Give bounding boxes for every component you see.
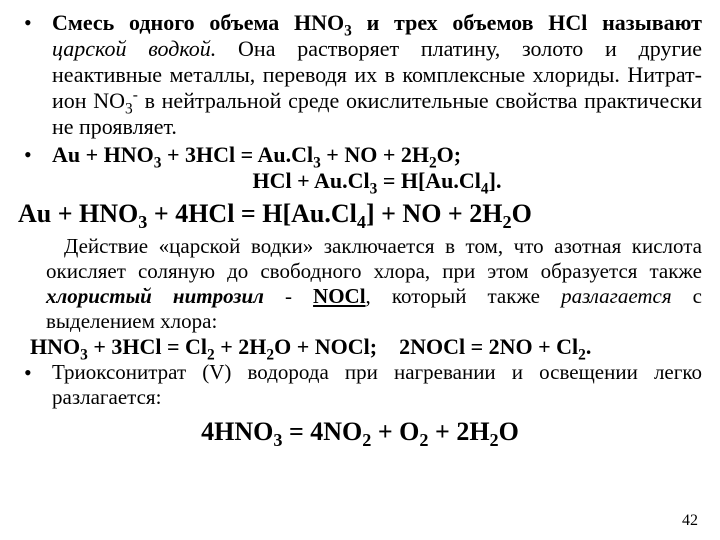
- bullet-marker: •: [18, 360, 52, 410]
- t: + 2H: [215, 334, 267, 359]
- t: ].: [489, 168, 502, 193]
- bullet-2: • Au + HNO3 + 3HCl = Au.Cl3 + NO + 2H2O;…: [18, 142, 702, 194]
- sub: 4: [357, 212, 366, 232]
- italic: царской водкой.: [52, 36, 216, 61]
- sub: 2: [490, 430, 499, 450]
- t: = H[Au.Cl: [377, 168, 481, 193]
- t: + NO + 2H: [321, 142, 429, 167]
- bullet-2-content: Au + HNO3 + 3HCl = Au.Cl3 + NO + 2H2O; H…: [52, 142, 702, 194]
- t: и трех объемов HCl называют: [352, 10, 702, 35]
- equation-3: HNO3 + 3HCl = Cl2 + 2H2O + NOCl; 2NOCl =…: [30, 334, 702, 360]
- t: HCl + Au.Cl: [253, 168, 370, 193]
- equation-1b: HCl + Au.Cl3 = H[Au.Cl4].: [52, 168, 702, 194]
- t: ] + NO + 2H: [366, 199, 503, 228]
- t: + 2H: [429, 417, 490, 446]
- t: + 4HCl = H[Au.Cl: [147, 199, 356, 228]
- sub: 3: [138, 212, 147, 232]
- formula: NOCl: [313, 284, 366, 308]
- t: Смесь одного объема HNO: [52, 10, 344, 35]
- t: O: [499, 417, 519, 446]
- t: , который также: [366, 284, 562, 308]
- bullet-1: • Смесь одного объема HNO3 и трех объемо…: [18, 10, 702, 140]
- t: + 3HCl = Cl: [88, 334, 207, 359]
- t: -: [264, 284, 313, 308]
- t: .: [586, 334, 592, 359]
- t: + 3HCl = Au.Cl: [161, 142, 313, 167]
- equation-1a: Au + HNO3 + 3HCl = Au.Cl3 + NO + 2H2O;: [52, 142, 702, 168]
- equation-2: Au + HNO3 + 4HCl = H[Au.Cl4] + NO + 2H2O: [18, 198, 702, 230]
- page-number: 42: [682, 512, 698, 530]
- equation-4: 4HNO3 = 4NO2 + O2 + 2H2O: [18, 416, 702, 448]
- sub: 2: [419, 430, 428, 450]
- t: = 4NO: [282, 417, 362, 446]
- t: в нейтральной среде окислительные свойст…: [52, 88, 702, 139]
- sub: 2: [502, 212, 511, 232]
- t: HNO: [30, 334, 80, 359]
- sub: 4: [481, 180, 489, 197]
- t: 2NOCl = 2NO + Cl: [399, 334, 578, 359]
- sub: 2: [362, 430, 371, 450]
- bullet-3-text: Триоксонитрат (V) водорода при нагревани…: [52, 360, 702, 410]
- bullet-1-text: Смесь одного объема HNO3 и трех объемов …: [52, 10, 702, 140]
- italic: разлагается: [561, 284, 672, 308]
- slide-page: • Смесь одного объема HNO3 и трех объемо…: [0, 0, 720, 540]
- t: 4HNO: [201, 417, 273, 446]
- bullet-marker: •: [18, 10, 52, 140]
- t: Au + HNO: [18, 199, 138, 228]
- t: Au + HNO: [52, 142, 154, 167]
- t: Действие «царской водки» заключается в т…: [46, 234, 702, 283]
- t: + O: [371, 417, 419, 446]
- bullet-3: • Триоксонитрат (V) водорода при нагрева…: [18, 360, 702, 410]
- paragraph-2: Действие «царской водки» заключается в т…: [46, 234, 702, 334]
- bullet-marker: •: [18, 142, 52, 194]
- t: O;: [437, 142, 461, 167]
- t: O + NOCl;: [274, 334, 377, 359]
- term: хлористый нитрозил: [46, 284, 264, 308]
- t: O: [512, 199, 532, 228]
